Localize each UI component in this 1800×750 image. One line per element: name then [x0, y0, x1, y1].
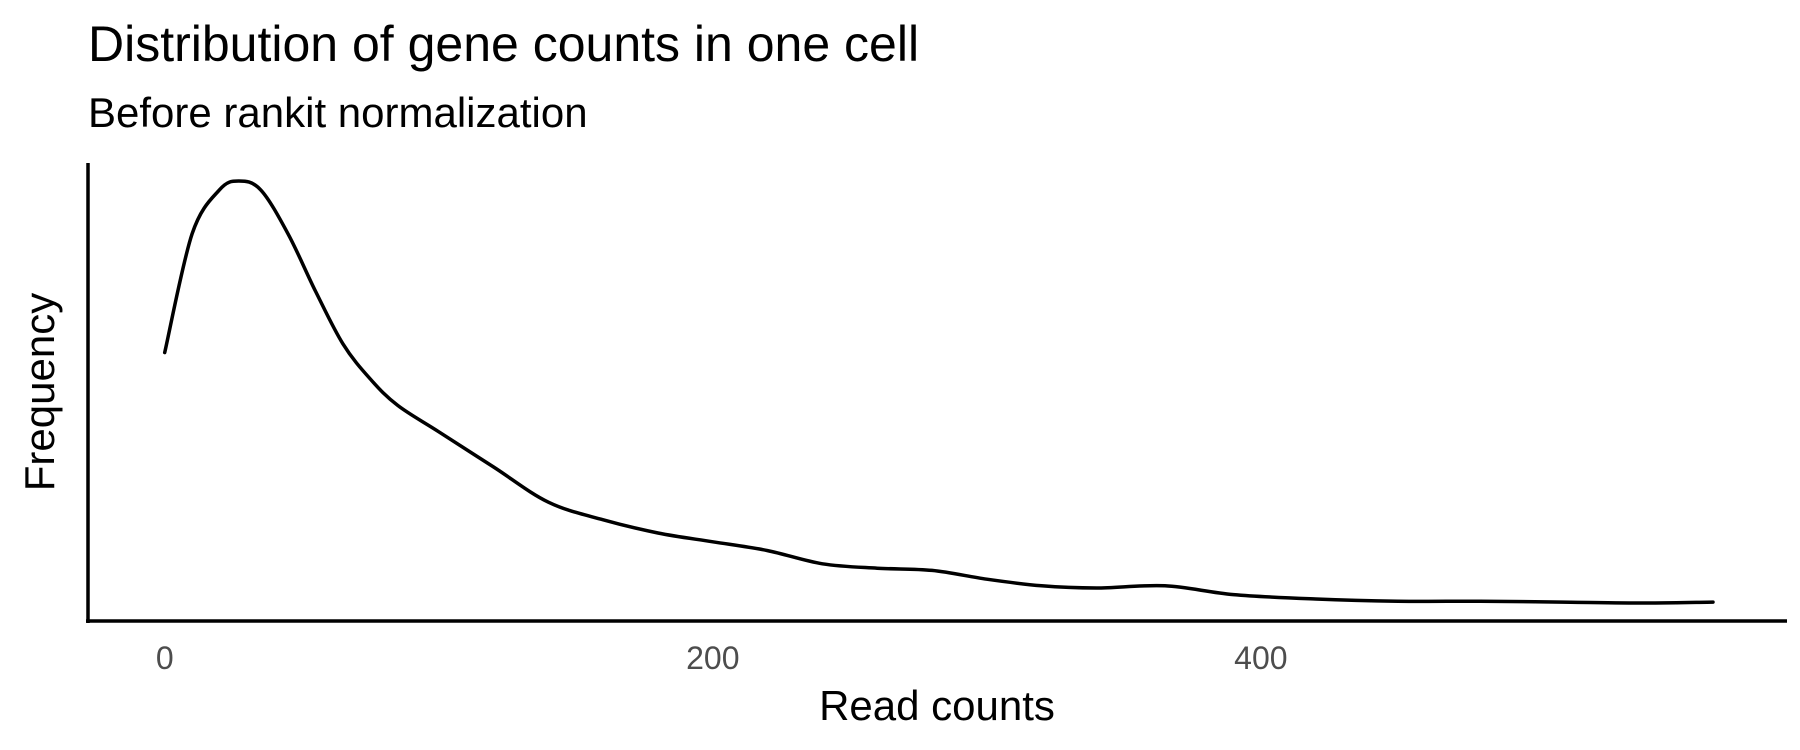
x-tick-label: 200	[686, 640, 739, 676]
density-curve	[162, 179, 1715, 605]
chart-title: Distribution of gene counts in one cell	[88, 16, 920, 72]
y-axis-title: Frequency	[16, 293, 63, 491]
x-tick-labels: 0 200 400	[156, 640, 1288, 676]
chart-subtitle: Before rankit normalization	[88, 89, 588, 136]
x-axis-title: Read counts	[819, 682, 1055, 729]
x-tick-label: 0	[156, 640, 174, 676]
x-tick-label: 400	[1234, 640, 1287, 676]
